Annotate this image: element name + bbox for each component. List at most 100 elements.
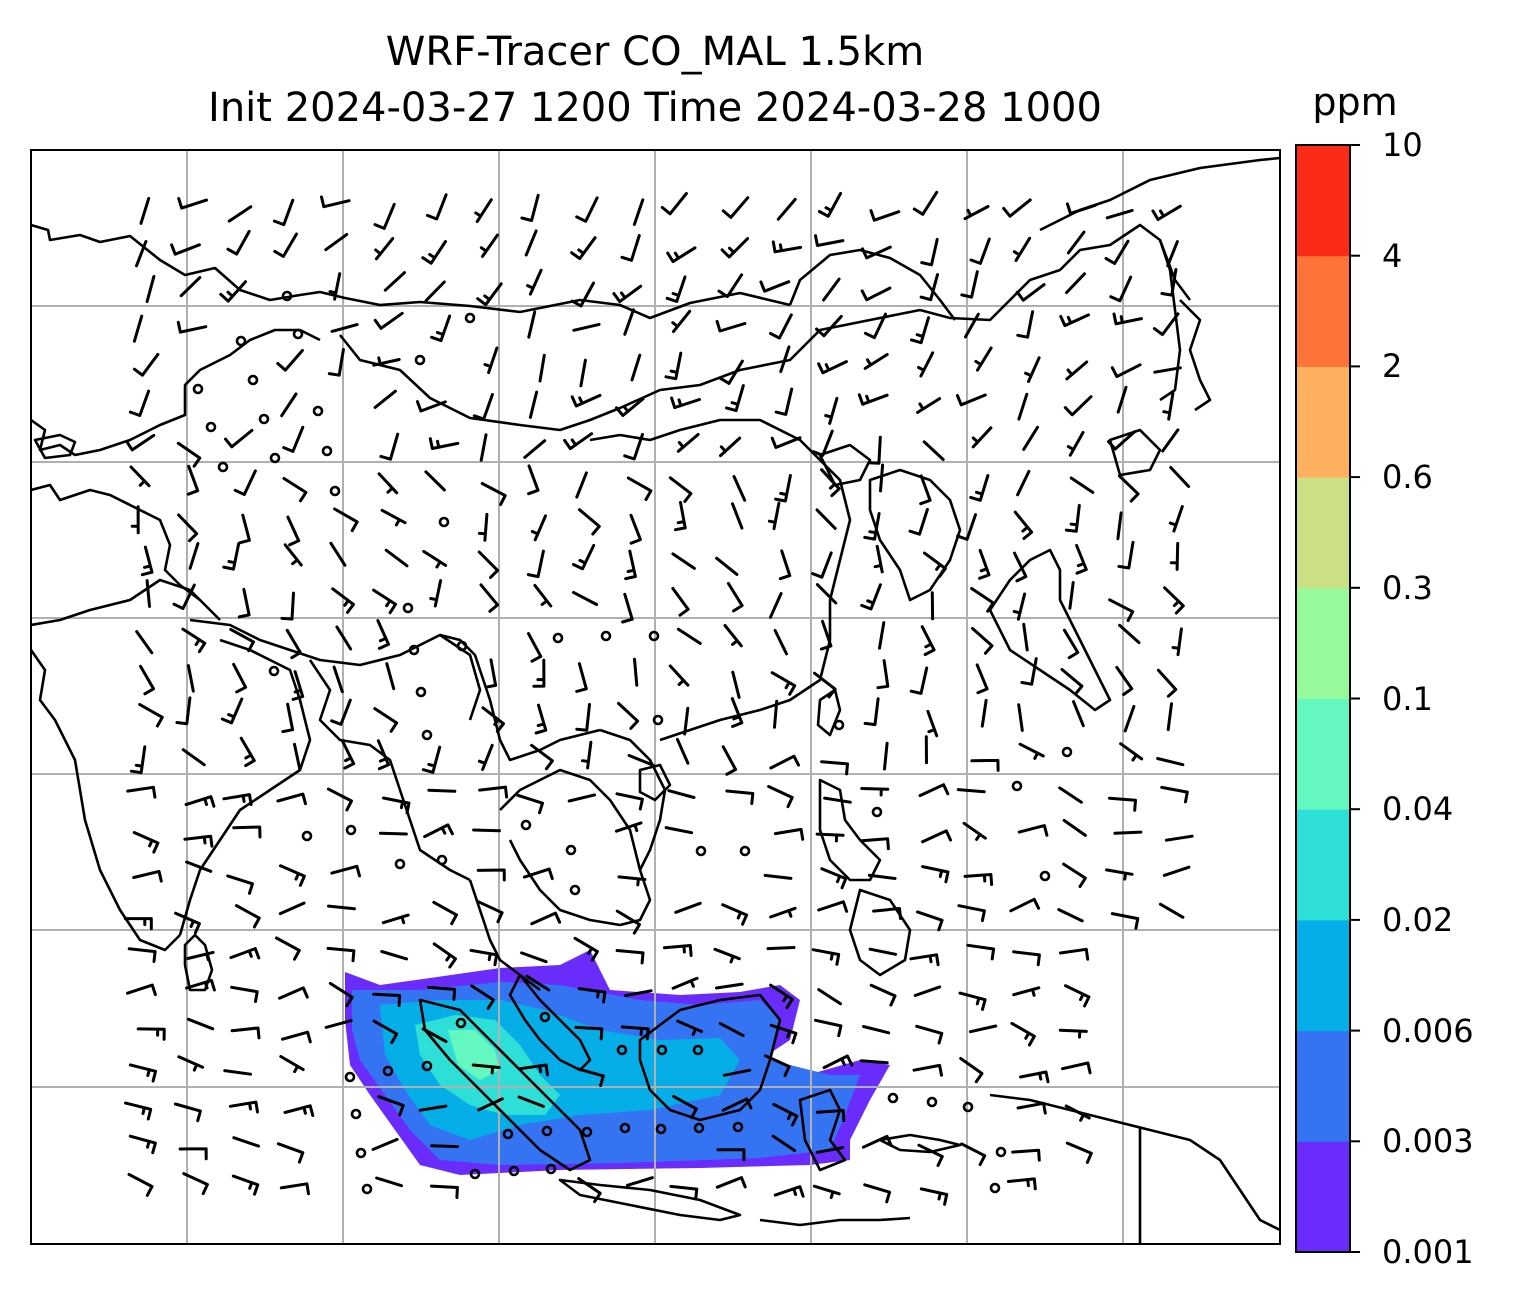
calm-wind-circle — [739, 845, 751, 857]
wind-barb — [623, 308, 635, 336]
calm-wind-circle — [382, 1065, 394, 1077]
wind-barb — [477, 900, 504, 924]
wind-barb — [578, 508, 601, 536]
wind-barb — [824, 396, 839, 425]
bangladesh-myanmar — [308, 659, 471, 882]
wind-barb — [285, 628, 302, 660]
calm-wind-circle — [415, 686, 427, 698]
wind-barb — [970, 758, 1000, 772]
wind-barb — [1022, 425, 1039, 451]
wind-barb — [1012, 236, 1032, 262]
wind-barb — [580, 740, 593, 770]
wind-barb — [715, 556, 739, 576]
wind-barb — [763, 1054, 791, 1078]
wind-barb — [424, 280, 446, 302]
wind-barb — [1116, 511, 1123, 541]
india-west-coast — [31, 649, 181, 952]
colorbar-tick-label: 2 — [1382, 347, 1403, 386]
wind-barb — [1166, 702, 1173, 732]
wind-barb — [132, 869, 163, 883]
wind-barb — [279, 864, 306, 887]
wind-barb — [1115, 665, 1134, 696]
calm-wind-circle — [552, 632, 564, 644]
wind-barb — [772, 1102, 799, 1127]
wind-barb — [721, 903, 749, 926]
wind-barb — [1158, 902, 1185, 919]
wind-barb — [883, 741, 889, 771]
wind-barb — [769, 592, 783, 619]
central-asia-lake — [33, 433, 77, 460]
wind-barb — [623, 432, 644, 461]
calm-wind-circle — [421, 1060, 433, 1072]
wind-barb — [577, 1177, 602, 1204]
lat-lon-gridlines — [31, 150, 1280, 1244]
wind-barb — [374, 237, 395, 261]
wind-barb — [1062, 818, 1087, 837]
wind-barb — [138, 703, 164, 728]
wind-barb — [820, 867, 848, 890]
wind-barb — [231, 1174, 260, 1196]
wind-barb — [579, 358, 587, 388]
wind-barb — [518, 1063, 549, 1077]
wind-barb — [815, 832, 845, 843]
calm-wind-circle — [235, 335, 247, 347]
wind-barb — [327, 348, 345, 377]
calm-wind-circle — [508, 1165, 520, 1177]
wind-barb — [815, 508, 837, 530]
wind-barb — [125, 433, 156, 452]
wind-barb — [526, 549, 545, 579]
lesser-sunda — [759, 1216, 911, 1227]
borneo — [638, 993, 782, 1122]
wind-barb — [430, 314, 452, 343]
wind-barb — [128, 389, 151, 417]
wind-barb — [182, 1172, 209, 1196]
wind-barb — [376, 739, 390, 771]
wind-barb — [1168, 505, 1184, 533]
wind-barb — [817, 988, 842, 1006]
wind-barb — [232, 825, 262, 839]
calm-wind-circle — [205, 421, 217, 433]
wind-barb — [1065, 272, 1086, 295]
wind-barb — [627, 754, 655, 767]
tracer-plume — [345, 950, 890, 1175]
calm-wind-circle — [456, 640, 468, 652]
wind-barb — [817, 360, 848, 375]
mongolia-border — [338, 308, 921, 432]
colorbar-tick-label: 0.1 — [1382, 679, 1433, 718]
wind-barb — [575, 703, 591, 732]
wind-barb — [572, 322, 601, 332]
wind-barb — [1024, 356, 1041, 383]
wind-barb — [666, 246, 697, 264]
colorbar-segment — [1296, 366, 1350, 478]
wind-barb — [664, 351, 683, 381]
wind-barb — [530, 743, 554, 771]
wind-barb — [372, 588, 397, 615]
wind-barb — [145, 579, 151, 608]
wind-barb — [324, 1019, 353, 1029]
calm-wind-circle — [344, 1071, 356, 1083]
wind-barb — [373, 707, 399, 733]
wind-barb — [670, 396, 701, 410]
wind-barb — [1017, 824, 1049, 837]
wind-barb — [732, 475, 747, 502]
calm-wind-circle — [565, 844, 577, 856]
wind-barb — [476, 868, 506, 882]
wind-barb — [415, 400, 447, 413]
wind-barb — [814, 1018, 843, 1038]
map-title-line2: Init 2024-03-27 1200 Time 2024-03-28 100… — [208, 85, 1102, 131]
wind-barb — [237, 587, 251, 619]
wind-barb — [575, 471, 588, 499]
wind-barb — [567, 793, 596, 803]
wind-barb — [820, 760, 849, 776]
wind-barb — [1060, 668, 1084, 696]
wind-barb — [769, 983, 794, 1010]
wind-barb — [432, 942, 457, 969]
wind-barb — [534, 703, 548, 735]
wind-barb — [920, 237, 939, 267]
wind-barb — [879, 463, 885, 493]
colorbar-tick-label: 4 — [1382, 236, 1403, 275]
wind-barb — [128, 1063, 158, 1083]
wind-barb — [421, 745, 442, 774]
wind-barb — [766, 946, 796, 951]
wind-barb — [282, 425, 305, 453]
